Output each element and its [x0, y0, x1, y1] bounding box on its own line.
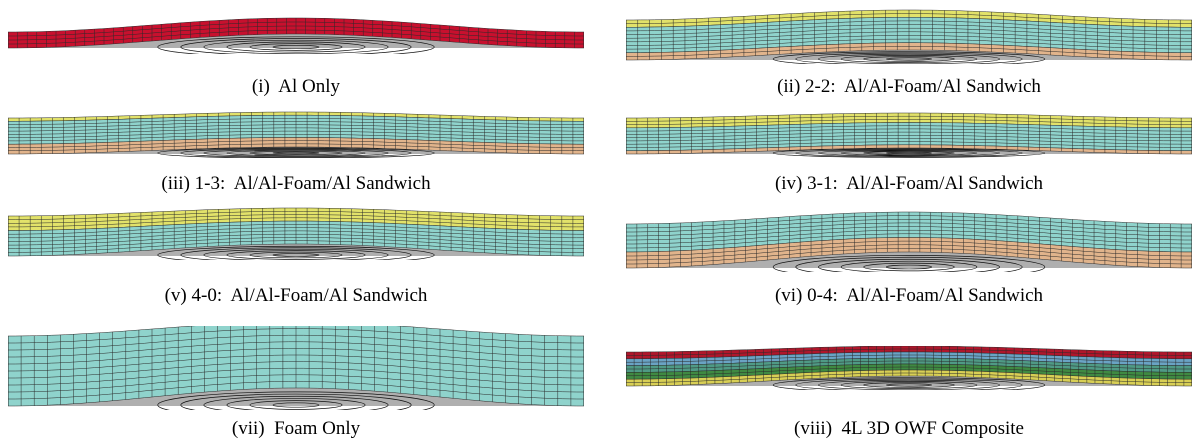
- caption-1-3-sandwich: (iii) 1-3: Al/Al-Foam/Al Sandwich: [161, 173, 431, 194]
- mesh-figure-3-1-sandwich: [626, 112, 1192, 158]
- panel-2-2-sandwich: [626, 8, 1192, 64]
- 3-1-sandwich-contact-shadow: [626, 148, 1192, 158]
- mesh-figure-al-only: [8, 17, 584, 54]
- foam-only-element-columns: [8, 326, 584, 406]
- mesh-figure-4-0-sandwich: [8, 207, 584, 260]
- panel-3-1-sandwich: [626, 108, 1192, 158]
- 0-4-sandwich-contact-shadow: [626, 252, 1192, 272]
- 3-1-sandwich-element-columns: [626, 113, 1192, 154]
- caption-2-2-sandwich: (ii) 2-2: Al/Al-Foam/Al Sandwich: [777, 76, 1041, 97]
- 2-2-sandwich-element-columns: [626, 10, 1192, 60]
- panel-4l-owf-composite: [626, 346, 1192, 390]
- mesh-figure-foam-only: [8, 326, 584, 410]
- 4l-owf-composite-element-columns: [626, 346, 1192, 386]
- panel-1-3-sandwich: [8, 108, 584, 158]
- 4l-owf-composite-contact-shadow: [626, 376, 1192, 390]
- mesh-figure-0-4-sandwich: [626, 211, 1192, 272]
- 1-3-sandwich-contact-shadow: [8, 147, 584, 158]
- 2-2-sandwich-contact-shadow: [626, 50, 1192, 64]
- al-only-contact-shadow: [8, 34, 584, 54]
- panel-foam-only: [8, 326, 584, 410]
- caption-3-1-sandwich: (iv) 3-1: Al/Al-Foam/Al Sandwich: [774, 173, 1044, 194]
- panel-0-4-sandwich: [626, 204, 1192, 272]
- foam-only-contact-shadow: [8, 388, 584, 410]
- panel-al-only: [8, 14, 584, 54]
- 1-3-sandwich-element-columns: [8, 112, 584, 154]
- mesh-figure-2-2-sandwich: [626, 9, 1192, 64]
- mesh-figure-1-3-sandwich: [8, 111, 584, 158]
- caption-foam-only: (vii) Foam Only: [231, 418, 361, 439]
- 0-4-sandwich-element-columns: [626, 212, 1192, 268]
- caption-4-0-sandwich: (v) 4-0: Al/Al-Foam/Al Sandwich: [164, 285, 428, 306]
- caption-4l-owf-composite: (viii) 4L 3D OWF Composite: [794, 418, 1024, 439]
- panel-4-0-sandwich: [8, 204, 584, 260]
- caption-al-only: (i) Al Only: [251, 76, 341, 97]
- caption-0-4-sandwich: (vi) 0-4: Al/Al-Foam/Al Sandwich: [774, 285, 1044, 306]
- 4-0-sandwich-contact-shadow: [8, 244, 584, 260]
- al-only-element-columns: [8, 18, 584, 48]
- 4-0-sandwich-element-columns: [8, 208, 584, 256]
- mesh-figure-4l-owf-composite: [626, 346, 1192, 390]
